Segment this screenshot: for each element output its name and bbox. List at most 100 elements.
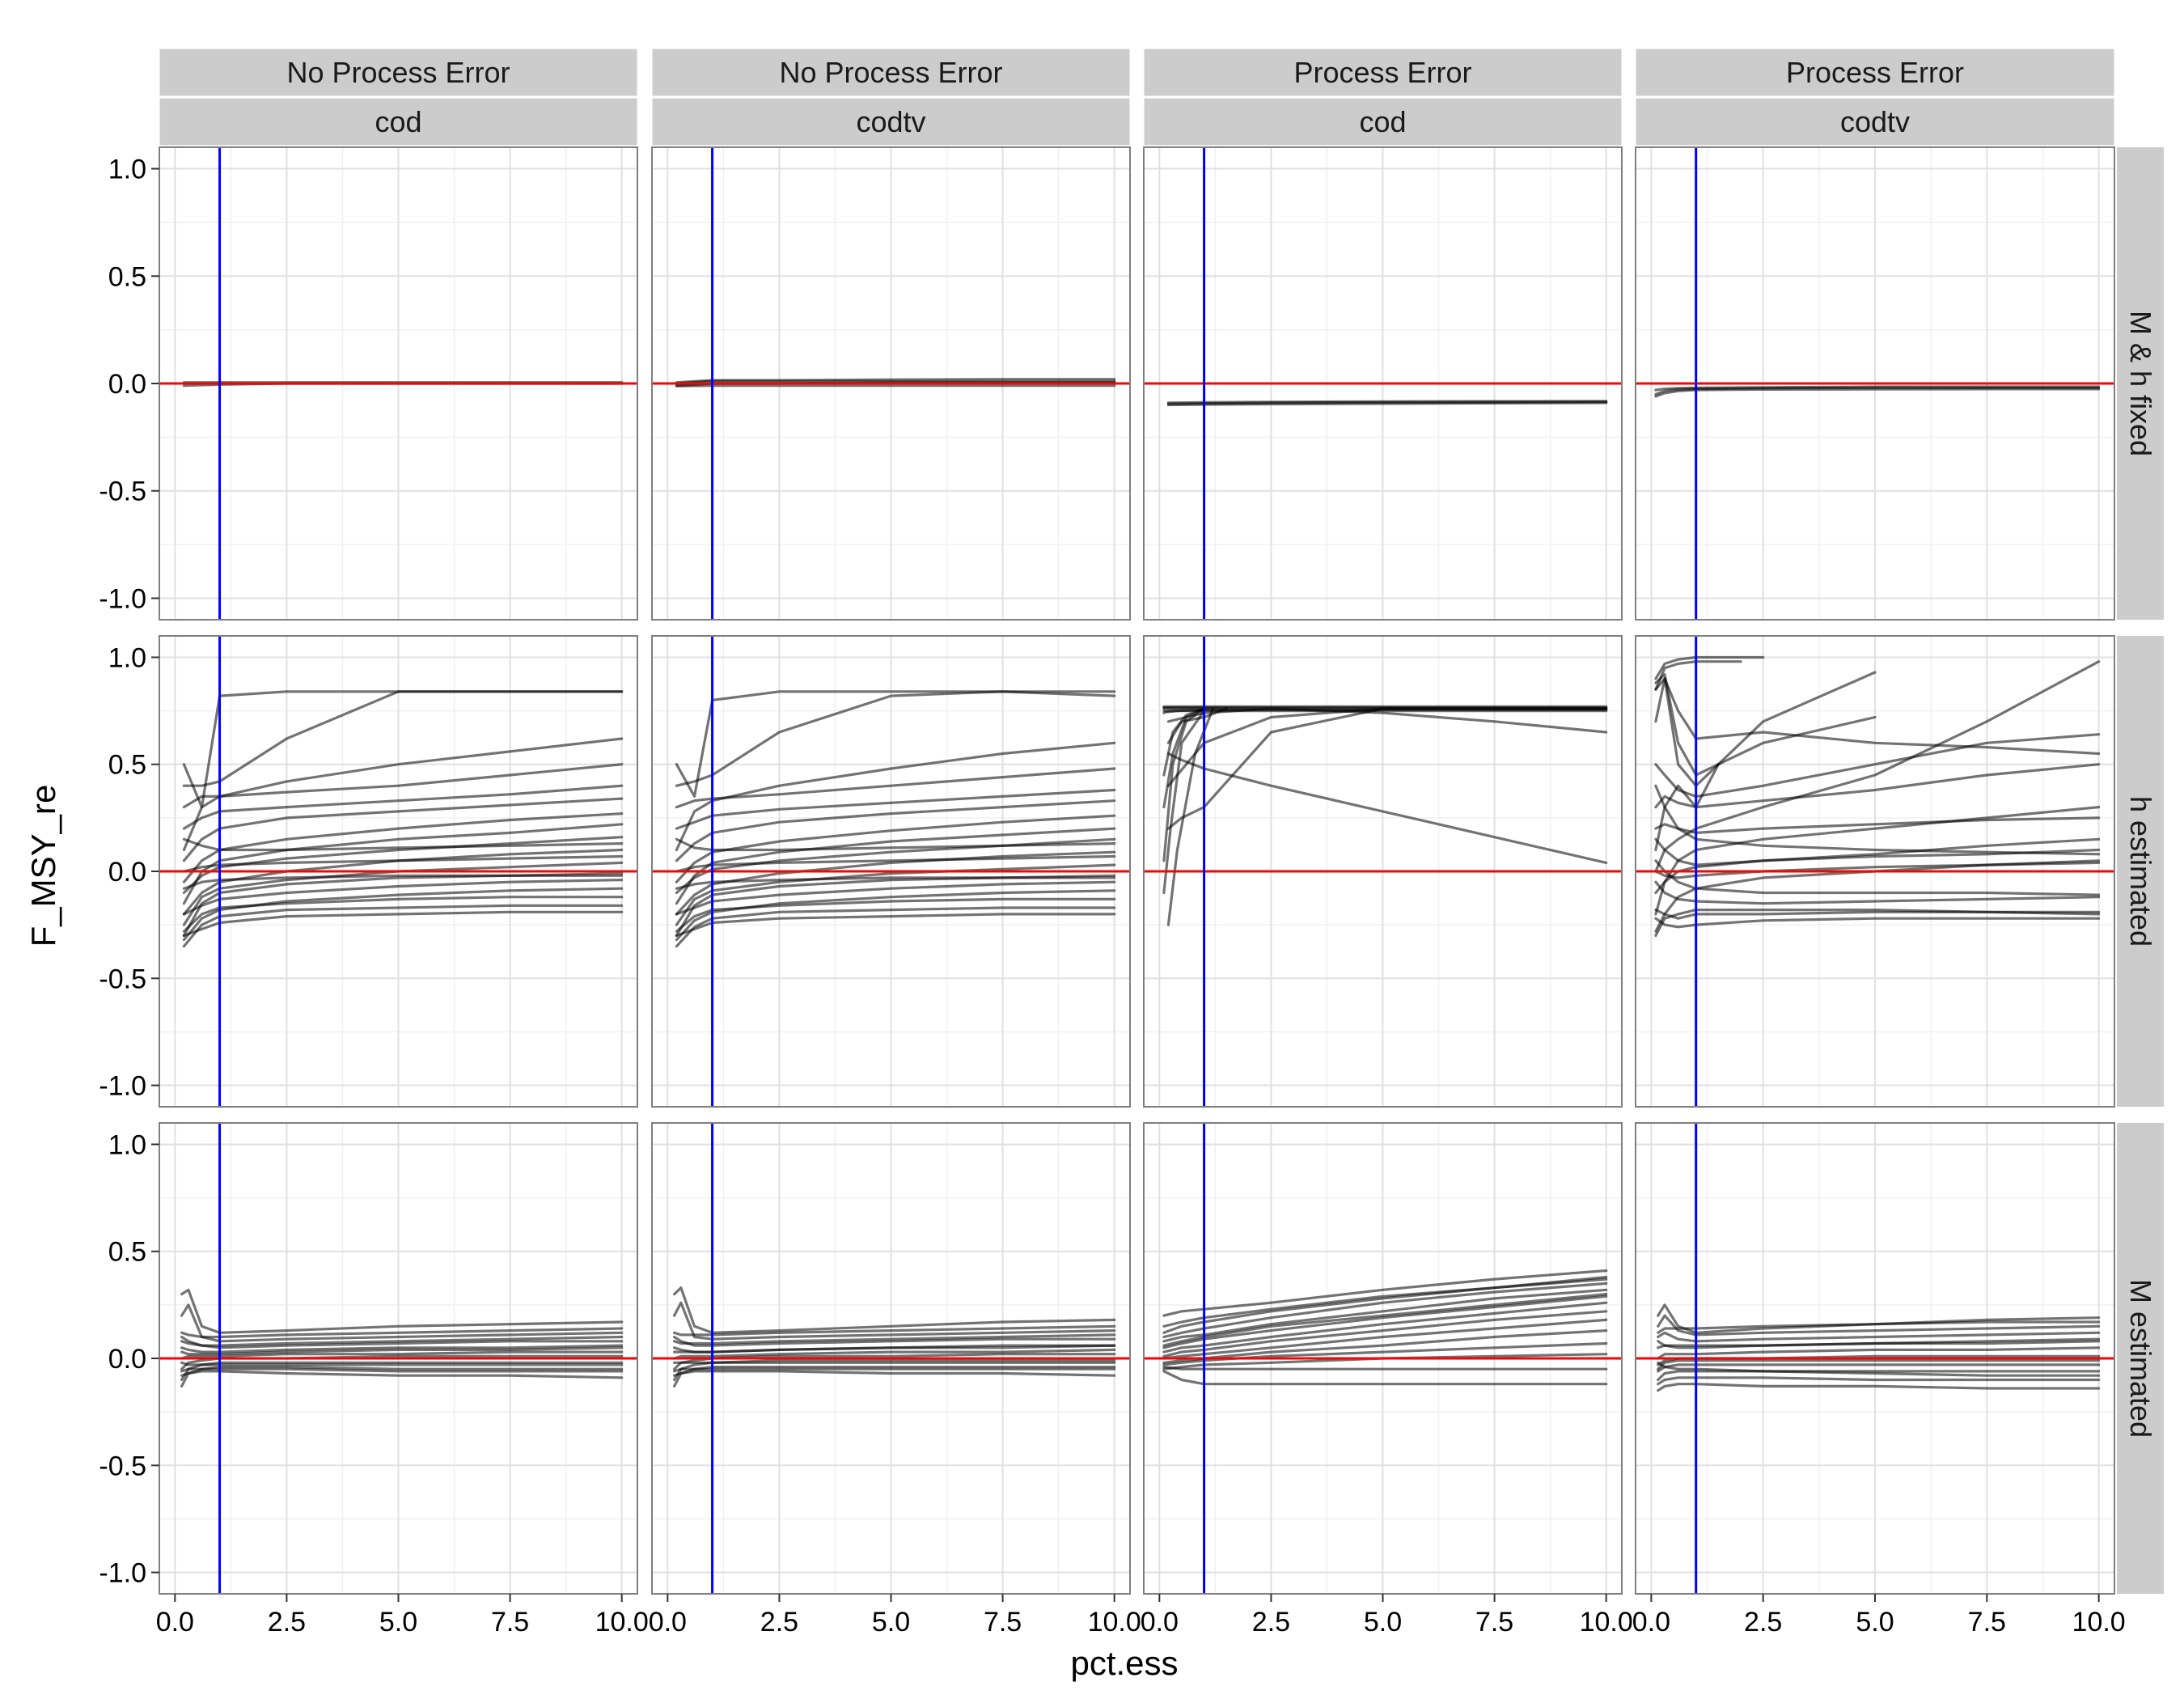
y-tick-label: -1.0 — [99, 1558, 146, 1589]
series-line-18 — [675, 876, 1116, 890]
series-line-6 — [1654, 733, 2101, 799]
row-strip-label: h estimated — [2124, 796, 2157, 947]
strip-model-label: cod — [375, 105, 421, 138]
series-line-2 — [182, 737, 624, 852]
series-line-11 — [1657, 1337, 2101, 1347]
series-line-8 — [182, 836, 624, 895]
x-tick-label: 7.5 — [1475, 1607, 1513, 1638]
series-line-10 — [675, 863, 1116, 926]
y-tick-label: -1.0 — [99, 1071, 146, 1102]
panels-layer — [159, 146, 2115, 1595]
x-tick-label: 2.5 — [760, 1607, 798, 1638]
row-strip-2: M estimated — [2117, 1123, 2164, 1594]
panel-border — [1143, 146, 1623, 621]
series-line-10 — [1654, 816, 2101, 835]
series-line-16 — [182, 910, 624, 938]
series-line-14 — [1162, 1292, 1608, 1347]
series-line-8 — [1654, 763, 2101, 809]
series-line-0 — [1657, 1303, 2101, 1334]
x-tick-label: 5.0 — [872, 1607, 910, 1638]
series-line-2 — [1657, 1331, 2101, 1343]
series-line-7 — [1654, 660, 2101, 873]
series-line-1 — [1166, 401, 1608, 407]
x-tick-label: 5.0 — [1856, 1607, 1894, 1638]
x-tick-label: 2.5 — [1744, 1607, 1782, 1638]
series-line-8 — [1657, 1376, 2101, 1386]
series-line-0 — [672, 1286, 1116, 1334]
panel-r1-c1 — [651, 635, 1131, 1108]
y-axis-label: F_MSY_re — [24, 785, 62, 947]
series-line-8 — [1162, 709, 1206, 895]
panel-r0-c1 — [651, 146, 1131, 621]
series-line-13 — [1657, 1320, 2101, 1334]
y-tick-label: 1.0 — [108, 155, 146, 185]
x-tick-label: 7.5 — [984, 1607, 1022, 1638]
series-line-14 — [1654, 908, 2101, 920]
series-line-17 — [675, 854, 1116, 873]
series-line-12 — [180, 1327, 624, 1339]
series-line-13 — [182, 887, 624, 942]
x-tick-label: 2.5 — [268, 1607, 306, 1638]
column-strip-0: No Process Error cod — [159, 48, 638, 146]
panel-r0-c2 — [1143, 146, 1623, 621]
strip-model-box — [159, 97, 638, 146]
y-tick-label: 1.0 — [108, 1129, 146, 1160]
series-line-1 — [1654, 660, 1742, 691]
y-tick-label: 0.0 — [108, 857, 146, 888]
series-line-17 — [182, 854, 624, 873]
y-tick-label: -0.5 — [99, 964, 146, 994]
x-tick-label: 5.0 — [379, 1607, 417, 1638]
y-tick-label: 0.0 — [108, 369, 146, 400]
series-line-1 — [1657, 1314, 2101, 1337]
panel-r2-c3 — [1635, 1122, 2115, 1595]
series-line-12 — [1162, 1370, 1608, 1386]
series-line-5 — [675, 799, 1116, 862]
series-line-9 — [675, 850, 1116, 916]
strip-process-label: No Process Error — [779, 56, 1002, 89]
series-line-6 — [182, 811, 624, 883]
column-strip-1: No Process Error codtv — [651, 48, 1131, 146]
x-tick-label: 0.0 — [156, 1607, 194, 1638]
panel-r1-c2 — [1143, 635, 1623, 1108]
series-line-8 — [180, 1370, 624, 1379]
series-line-10 — [1162, 1353, 1608, 1371]
strip-process-label: No Process Error — [286, 56, 510, 89]
series-line-3 — [675, 767, 1116, 809]
panel-r1-c3 — [1635, 635, 2115, 1108]
series-line-7 — [1162, 1318, 1608, 1360]
series-line-4 — [1162, 1294, 1608, 1349]
strip-model-box — [651, 97, 1131, 146]
series-line-11 — [672, 1344, 1116, 1354]
x-tick-label: 0.0 — [649, 1607, 687, 1638]
series-line-8 — [1162, 1328, 1608, 1364]
series-line-13 — [180, 1367, 624, 1373]
row-strip-0: M & h fixed — [2117, 147, 2164, 620]
x-tick-label: 7.5 — [491, 1607, 529, 1638]
panel-r2-c2 — [1143, 1122, 1623, 1595]
series-line-2 — [675, 741, 1116, 852]
series-line-9 — [180, 1335, 624, 1347]
strip-model-label: codtv — [856, 105, 925, 138]
series-line-9 — [1657, 1383, 2101, 1392]
row-strip-1: h estimated — [2117, 636, 2164, 1107]
series-line-8 — [672, 1370, 1116, 1377]
series-line-0 — [1162, 1269, 1608, 1317]
series-line-13 — [672, 1367, 1116, 1373]
x-tick-label: 2.5 — [1252, 1607, 1290, 1638]
series-line-2 — [1654, 672, 1720, 777]
series-line-1 — [182, 690, 624, 787]
strip-process-box — [651, 48, 1131, 97]
series-line-18 — [1654, 917, 2101, 929]
series-line-19 — [182, 837, 624, 852]
panel-r0-c3 — [1635, 146, 2115, 621]
y-tick-label: -0.5 — [99, 1451, 146, 1481]
series-line-11 — [180, 1346, 624, 1356]
series-line-11 — [1162, 1365, 1608, 1371]
strip-process-box — [1143, 48, 1623, 97]
series-line-4 — [180, 1350, 624, 1360]
series-line-12 — [1657, 1358, 2101, 1371]
series-line-0 — [180, 1288, 624, 1334]
strips-layer: No Process Error cod No Process Error codtv… — [159, 48, 2164, 1594]
series-line-2 — [180, 1335, 624, 1349]
row-strip-box — [2117, 147, 2164, 620]
